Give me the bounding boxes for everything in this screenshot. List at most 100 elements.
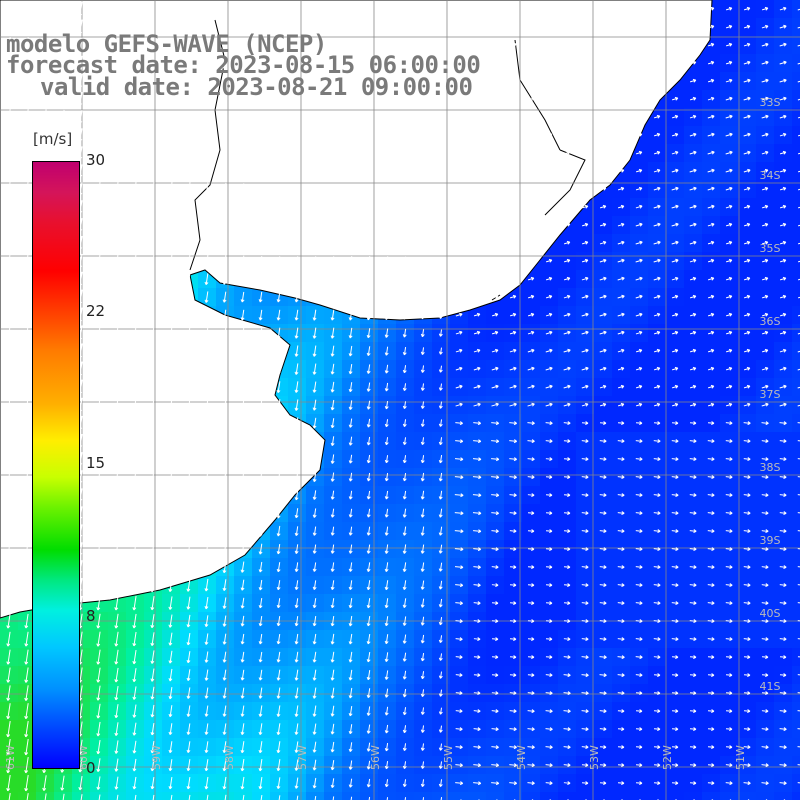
wind-arrow: [96, 146, 101, 160]
field-cell: [792, 630, 800, 648]
wind-arrow: [761, 114, 769, 119]
wind-arrow: [581, 132, 589, 137]
wind-arrow: [186, 3, 191, 15]
field-cell: [792, 684, 800, 702]
wind-arrow: [222, 92, 227, 106]
wind-arrow: [294, 75, 299, 87]
wind-arrow: [797, 62, 800, 65]
wind-arrow: [455, 42, 463, 47]
field-cell: [36, 792, 54, 800]
wind-arrow: [473, 78, 481, 83]
wind-arrow: [707, 60, 715, 65]
wind-arrow: [150, 75, 155, 88]
wind-arrow: [761, 6, 769, 11]
field-cell: [792, 450, 800, 468]
lat-label: 36S: [760, 315, 781, 328]
wind-arrow: [330, 39, 335, 51]
wind-arrow: [545, 132, 553, 137]
field-cell: [792, 468, 800, 486]
wind-arrow: [545, 42, 553, 47]
wind-arrow: [312, 112, 317, 123]
lon-label: 59W: [150, 745, 163, 770]
wind-arrow: [150, 146, 155, 160]
wind-arrow: [132, 92, 137, 106]
wind-arrow: [204, 57, 209, 70]
wind-arrow: [438, 59, 443, 67]
field-cell: [792, 738, 800, 756]
wind-arrow: [366, 40, 371, 50]
wind-arrow: [240, 57, 245, 70]
wind-arrow: [294, 21, 299, 33]
wind-arrow: [599, 6, 607, 11]
field-cell: [180, 792, 198, 800]
wind-arrow: [581, 60, 589, 65]
wind-arrow: [420, 23, 425, 31]
wind-arrow: [150, 110, 155, 124]
lon-label: 51W: [734, 745, 747, 770]
wind-arrow: [96, 19, 101, 35]
field-cell: [792, 144, 800, 162]
wind-arrow: [438, 77, 443, 85]
wind-arrow: [168, 92, 173, 106]
wind-arrow: [402, 23, 407, 32]
wind-arrow: [491, 114, 500, 119]
wind-arrow: [240, 110, 245, 124]
wind-arrow: [312, 130, 317, 141]
field-cell: [270, 792, 288, 800]
wind-arrow: [384, 130, 389, 140]
wind-arrow: [438, 41, 443, 49]
wind-arrow: [527, 24, 535, 29]
wind-arrow: [222, 3, 227, 15]
wind-arrow: [491, 132, 500, 137]
wind-arrow: [797, 116, 800, 119]
wind-arrow: [455, 24, 463, 29]
wind-arrow: [258, 129, 263, 142]
wind-arrow: [653, 132, 661, 137]
wind-arrow: [438, 23, 443, 31]
wind-arrow: [6, 91, 11, 108]
wind-arrow: [330, 21, 335, 33]
wind-arrow: [635, 114, 643, 119]
wind-arrow: [222, 39, 227, 51]
wind-arrow: [545, 78, 553, 83]
wind-arrow: [258, 147, 263, 159]
lat-label: 34S: [760, 169, 781, 182]
wind-arrow: [617, 6, 625, 11]
field-cell: [792, 504, 800, 522]
field-cell: [540, 792, 558, 800]
field-cell: [306, 792, 324, 800]
wind-arrow: [725, 60, 733, 65]
wind-arrow: [563, 96, 571, 101]
wind-arrow: [42, 109, 47, 125]
wind-arrow: [150, 2, 155, 16]
wind-arrow: [348, 94, 353, 104]
lon-label: 52W: [661, 745, 674, 770]
land-mask: [0, 0, 713, 619]
wind-arrow: [132, 110, 137, 124]
wind-arrow: [78, 146, 83, 160]
wind-arrow: [438, 95, 443, 104]
wind-arrow: [78, 92, 83, 107]
wind-arrow: [707, 24, 715, 29]
wind-arrow: [581, 96, 589, 101]
wind-arrow: [599, 60, 607, 65]
colorbar-tick-0: 0: [86, 759, 96, 777]
wind-arrow: [168, 57, 173, 70]
field-cell: [432, 792, 450, 800]
wind-arrow: [438, 112, 443, 122]
field-cell: [0, 792, 18, 800]
wind-arrow: [402, 130, 407, 140]
wind-arrow: [563, 114, 571, 119]
wind-arrow: [114, 56, 119, 70]
field-cell: [792, 54, 800, 72]
wind-arrow: [42, 127, 47, 143]
wind-arrow: [454, 114, 464, 119]
field-cell: [792, 414, 800, 432]
field-cell: [396, 792, 414, 800]
wind-arrow: [330, 148, 335, 158]
wind-arrow: [312, 75, 317, 87]
wind-arrow: [473, 42, 481, 47]
wind-arrow: [78, 73, 83, 89]
wind-arrow: [132, 20, 137, 34]
field-cell: [558, 792, 576, 800]
